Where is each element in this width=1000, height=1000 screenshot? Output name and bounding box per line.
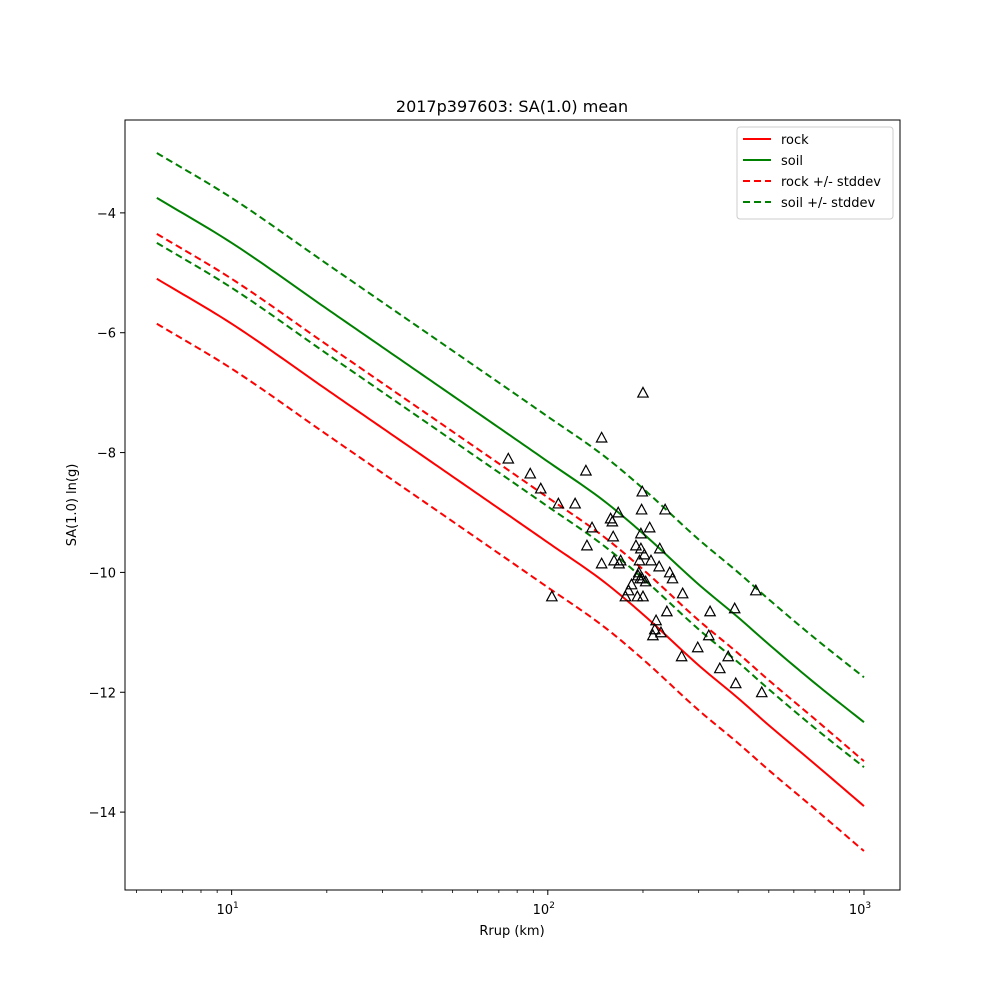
series-line-0 [156, 277, 865, 807]
legend: rock soil rock +/- stddev soil +/- stddev [736, 126, 894, 220]
observation-point [612, 506, 625, 518]
y-tick-label: −14 [89, 806, 116, 821]
series-line-5 [156, 241, 865, 768]
series-line-2 [156, 232, 865, 762]
series-line-4 [156, 152, 865, 679]
observation-point [606, 515, 619, 527]
observation-point [524, 467, 537, 479]
observation-point [595, 556, 608, 569]
observation-point [636, 485, 649, 497]
legend-box [736, 126, 894, 220]
observation-point [691, 640, 704, 653]
legend-label: soil [781, 154, 803, 169]
plot-frame [124, 119, 901, 891]
observation-point [636, 589, 650, 602]
observation-point [634, 527, 648, 539]
observation-point [595, 431, 608, 443]
y-tick-label: −10 [89, 566, 116, 581]
observation-point [649, 613, 663, 626]
y-axis-label: SA(1.0) ln(g) [65, 464, 80, 547]
observation-point [652, 559, 666, 572]
observation-point [580, 538, 594, 551]
observation-point [703, 604, 717, 617]
observation-point [568, 497, 582, 509]
observation-point [653, 541, 666, 554]
observation-point [629, 538, 643, 551]
observation-point [552, 497, 565, 509]
series-line-3 [156, 322, 865, 852]
observation-point [728, 601, 741, 614]
observation-point [644, 553, 658, 566]
series-line-1 [156, 197, 865, 724]
y-tick-label: −12 [89, 686, 116, 701]
observation-point [646, 628, 660, 641]
observation-points [502, 386, 768, 698]
observation-point [545, 589, 559, 602]
observation-point [502, 452, 515, 464]
observation-point [638, 547, 651, 560]
observation-point [635, 503, 648, 515]
legend-label: rock +/- stddev [781, 175, 881, 190]
y-tick-label: −4 [97, 207, 116, 222]
observation-point [636, 386, 650, 398]
legend-label: soil +/- stddev [781, 196, 876, 211]
observation-point [614, 553, 627, 566]
series-lines [156, 152, 865, 852]
observation-point [579, 464, 593, 476]
observation-point [585, 521, 599, 533]
observation-point [755, 685, 768, 698]
observation-point [639, 574, 652, 587]
observation-point [643, 521, 656, 533]
observation-point [749, 583, 763, 596]
observation-point [622, 583, 635, 596]
observation-point [607, 553, 621, 566]
observation-point [675, 649, 688, 662]
observation-point [654, 625, 668, 638]
observation-point [702, 628, 716, 641]
legend-label: rock [781, 133, 809, 148]
observation-point [713, 661, 727, 674]
chart-title: 2017p397603: SA(1.0) mean [396, 97, 628, 116]
observation-point [663, 565, 676, 578]
observation-point [729, 676, 742, 689]
x-axis-label: Rrup (km) [479, 924, 544, 939]
observation-point [676, 586, 689, 599]
observation-point [625, 577, 638, 590]
observation-point [660, 604, 674, 617]
observation-point [619, 589, 632, 602]
observation-point [534, 482, 547, 494]
observation-point [648, 622, 662, 635]
y-tick-label: −8 [97, 447, 116, 462]
y-tick-label: −6 [97, 327, 116, 342]
observation-point [658, 503, 672, 515]
observation-point [633, 553, 646, 566]
observation-point [606, 529, 620, 542]
observation-point [721, 649, 735, 662]
observation-point [666, 571, 679, 584]
observation-point [634, 541, 648, 554]
